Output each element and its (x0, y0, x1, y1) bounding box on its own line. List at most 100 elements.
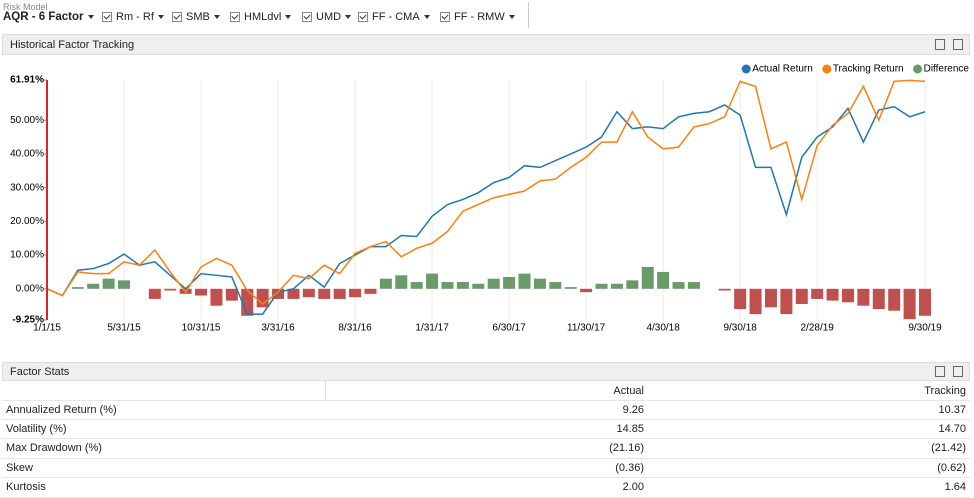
table-row: Skew (0.36) (0.62) (2, 458, 970, 479)
cell: 10.37 (938, 403, 966, 416)
table-row: Annualized Return (%) 9.26 10.37 (2, 400, 970, 420)
factor-label: SMB (186, 11, 210, 23)
difference-bar (225, 288, 238, 301)
y-tick-label: 30.00% (10, 182, 44, 193)
legend-label: Tracking Return (833, 64, 904, 75)
factor-toggle[interactable]: Rm - Rf (102, 11, 164, 23)
difference-bar (919, 288, 931, 316)
difference-bar (256, 288, 269, 308)
caret (157, 15, 164, 19)
difference-bar (349, 288, 362, 298)
column-header: Actual (613, 384, 644, 397)
x-tick-label: 4/30/18 (646, 323, 680, 334)
bookmark-icon[interactable] (935, 39, 945, 50)
y-tick-label: 61.91% (10, 75, 44, 86)
x-tick-label: 2/28/19 (800, 323, 834, 334)
difference-bar (364, 288, 377, 294)
factor-toggle[interactable]: UMD (302, 11, 352, 23)
checkbox[interactable] (440, 12, 450, 22)
difference-bar (749, 288, 762, 315)
difference-bar (795, 288, 808, 304)
checkbox[interactable] (102, 12, 112, 22)
chart: 1/1/15 5/31/15 10/31/15 3/31/16 8/31/16 1/31/… (10, 64, 969, 334)
factor-toggle[interactable]: HMLdvl (230, 11, 292, 23)
difference-bar (764, 288, 777, 308)
difference-bar (780, 288, 793, 315)
difference-bar (903, 288, 916, 320)
difference-bar (379, 278, 392, 289)
cell: Max Drawdown (%) (6, 442, 102, 455)
window-icon[interactable] (953, 39, 963, 50)
difference-bar (87, 283, 100, 289)
x-tick-label: 5/31/15 (107, 323, 141, 334)
cell: (0.62) (937, 461, 966, 474)
checkbox[interactable] (230, 12, 240, 22)
difference-bar (718, 288, 731, 291)
x-tick-label: 10/31/15 (182, 323, 221, 334)
difference-bar (102, 278, 115, 289)
risk-model-label: Risk Model (3, 2, 48, 12)
cell: 14.70 (938, 422, 966, 435)
cell: (0.36) (615, 461, 644, 474)
panel-icons (935, 39, 963, 50)
factor-toggle[interactable]: SMB (172, 11, 220, 23)
caret (508, 15, 515, 19)
difference-bar (503, 276, 516, 289)
factor-label: FF - RMW (454, 11, 505, 23)
difference-bar (241, 288, 254, 316)
difference-bar (71, 287, 84, 289)
difference-bar (687, 282, 700, 289)
y-tick-label: 50.00% (10, 115, 44, 126)
difference-bar (564, 287, 577, 289)
table-header: Actual Tracking (2, 381, 970, 401)
x-tick-label: 3/31/16 (261, 323, 295, 334)
cell: (21.42) (931, 442, 966, 455)
risk-model: AQR - 6 Factor (3, 11, 84, 23)
difference-bar (472, 283, 485, 289)
risk-model-select[interactable]: AQR - 6 Factor (3, 11, 94, 23)
difference-bar (811, 288, 824, 299)
legend-swatch (741, 64, 751, 74)
difference-bar (580, 288, 593, 293)
column-divider (325, 381, 326, 400)
caret (345, 15, 352, 19)
checkbox[interactable] (302, 12, 312, 22)
x-tick-label: 11/30/17 (567, 323, 606, 334)
difference-bar (164, 288, 177, 291)
caret (285, 15, 292, 19)
factor-label: UMD (316, 11, 342, 23)
caret (213, 15, 220, 19)
difference-bar (272, 288, 285, 299)
difference-bar (549, 282, 562, 289)
y-tick-label: -9.25% (12, 315, 44, 326)
checkbox[interactable] (358, 12, 368, 22)
panel-title: Factor Stats (10, 365, 70, 378)
panel-icons (935, 366, 963, 377)
factor-label: HMLdvl (244, 11, 282, 23)
cell: 9.26 (622, 403, 644, 416)
bookmark-icon[interactable] (935, 366, 945, 377)
panel-title: Historical Factor Tracking (10, 38, 135, 51)
difference-bar (302, 288, 315, 298)
factor-toggle[interactable]: FF - RMW (440, 11, 515, 23)
cell: Kurtosis (6, 481, 46, 494)
difference-bar (487, 278, 500, 289)
legend-swatch (822, 64, 832, 74)
difference-bar (872, 288, 885, 310)
difference-bar (318, 288, 331, 299)
y-tick-label: 10.00% (10, 250, 44, 261)
difference-bar (148, 288, 161, 299)
difference-bar (857, 288, 870, 306)
series-line (46, 104, 926, 315)
difference-bar (657, 271, 670, 289)
stats-panel-header: Factor Stats (2, 362, 970, 381)
factor-toggle[interactable]: FF - CMA (358, 11, 430, 23)
difference-bar (518, 273, 531, 289)
difference-bar (734, 288, 747, 310)
checkbox[interactable] (172, 12, 182, 22)
difference-bar (626, 280, 639, 289)
y-tick-label: 40.00% (10, 149, 44, 160)
legend-swatch (913, 64, 923, 74)
difference-bar (533, 278, 546, 289)
window-icon[interactable] (953, 366, 963, 377)
